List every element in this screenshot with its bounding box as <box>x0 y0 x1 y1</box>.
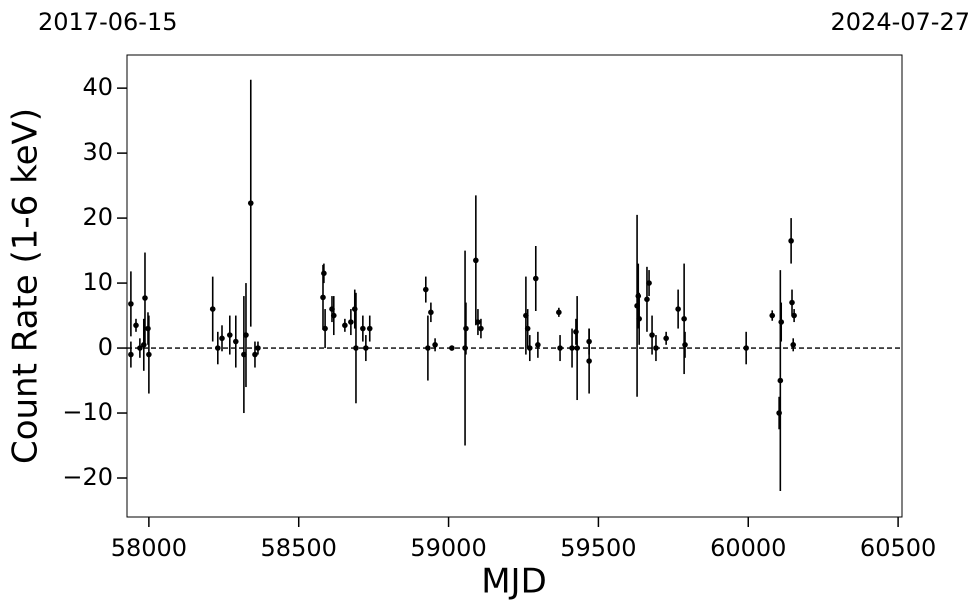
data-point <box>137 345 143 351</box>
data-point <box>145 325 151 332</box>
data-point <box>320 294 326 301</box>
data-point <box>649 332 655 338</box>
data-point <box>788 238 794 244</box>
data-point <box>473 257 479 264</box>
data-point <box>791 312 797 319</box>
data-point <box>215 345 221 351</box>
y-tick-label: 10 <box>82 268 113 296</box>
data-point <box>146 351 152 358</box>
data-point <box>663 335 669 342</box>
data-point <box>635 293 642 299</box>
data-point <box>366 325 373 332</box>
data-point <box>243 332 249 338</box>
end-date: 2024-07-27 <box>831 8 970 36</box>
x-axis-label: MJD <box>481 562 547 602</box>
data-point <box>532 275 539 282</box>
data-point <box>636 316 642 322</box>
x-tick-label: 60000 <box>710 534 786 562</box>
data-point <box>226 332 233 338</box>
data-point <box>462 345 468 351</box>
data-point <box>478 325 484 332</box>
data-point <box>348 319 354 325</box>
data-point <box>557 345 563 351</box>
y-tick-label: −20 <box>62 463 113 491</box>
data-point <box>209 306 216 312</box>
data-point <box>255 345 261 351</box>
data-point <box>342 322 348 329</box>
data-point <box>535 342 541 348</box>
data-point <box>644 296 650 303</box>
data-point <box>449 345 455 351</box>
data-point <box>247 200 254 206</box>
data-point <box>363 345 369 351</box>
x-tick-label: 60500 <box>860 534 936 562</box>
data-point <box>475 319 481 325</box>
data-point <box>219 335 225 342</box>
data-point <box>422 286 429 293</box>
data-point <box>321 270 327 277</box>
data-point <box>330 312 337 319</box>
y-axis-label: Count Rate (1-6 keV) <box>6 108 46 464</box>
x-tick-label: 58000 <box>111 534 187 562</box>
data-point <box>743 345 749 351</box>
data-point <box>778 319 785 325</box>
data-point <box>360 325 366 332</box>
data-point <box>682 342 688 348</box>
data-point <box>128 301 134 307</box>
data-point <box>681 316 687 322</box>
data-point <box>128 351 134 358</box>
data-point <box>789 299 795 306</box>
data-point <box>574 345 580 351</box>
data-point <box>463 325 469 332</box>
y-tick-label: 30 <box>82 138 113 166</box>
data-point <box>353 345 359 351</box>
data-point <box>646 280 652 286</box>
data-point <box>526 345 533 351</box>
data-point <box>569 345 575 351</box>
data-point <box>252 351 258 358</box>
y-tick-label: 40 <box>82 73 113 101</box>
x-tick-label: 58500 <box>261 534 337 562</box>
data-point <box>653 345 659 351</box>
data-point <box>790 342 797 348</box>
data-point <box>428 309 434 316</box>
data-point <box>133 322 139 329</box>
data-point <box>777 377 784 384</box>
data-point <box>556 309 562 316</box>
data-point <box>140 342 147 348</box>
y-tick-label: −10 <box>62 398 113 426</box>
x-tick-label: 59500 <box>560 534 636 562</box>
data-point <box>142 295 148 301</box>
x-tick-label: 59000 <box>410 534 486 562</box>
data-point <box>432 342 438 348</box>
data-point <box>425 345 431 351</box>
data-point <box>675 306 681 312</box>
data-point <box>769 312 776 319</box>
data-point <box>524 325 531 332</box>
start-date: 2017-06-15 <box>38 8 177 36</box>
data-point <box>232 338 239 345</box>
plot-frame <box>126 54 903 518</box>
y-tick-label: 0 <box>98 333 113 361</box>
data-point <box>586 358 592 364</box>
y-tick-label: 20 <box>82 203 113 231</box>
data-point <box>322 325 328 332</box>
